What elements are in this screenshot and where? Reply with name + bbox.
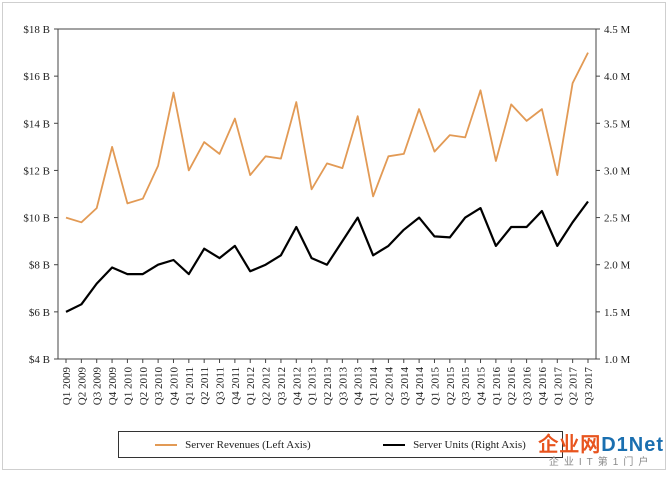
x-tick-label: Q2 2009	[76, 367, 88, 406]
right-tick-label: 2.5 M	[604, 213, 631, 225]
left-tick-label: $18 B	[23, 24, 50, 36]
left-tick-label: $4 B	[29, 354, 50, 366]
x-tick-label: Q4 2009	[107, 367, 119, 406]
x-tick-label: Q2 2011	[199, 367, 211, 405]
x-tick-label: Q4 2012	[291, 367, 303, 405]
right-tick-label: 3.0 M	[604, 165, 631, 177]
line-chart: $4 B $6 B $8 B $10 B $12 B $14 B $16 B $18 B 1.…	[23, 24, 631, 405]
left-tick-label: $6 B	[29, 307, 50, 319]
x-tick-label: Q3 2014	[399, 367, 411, 406]
legend: Server Revenues (Left Axis) Server Units…	[118, 431, 563, 458]
left-tick-label: $8 B	[29, 260, 50, 272]
legend-label-revenue: Server Revenues (Left Axis)	[185, 438, 311, 451]
x-tick-label: Q1 2017	[552, 367, 564, 406]
x-tick-label: Q1 2016	[491, 367, 503, 406]
x-axis-ticks: Q1 2009 Q2 2009 Q3 2009 Q4 2009 Q1 2010 Q2 20…	[61, 359, 595, 405]
right-tick-label: 3.5 M	[604, 118, 631, 130]
watermark-main-right: D1Net	[601, 434, 664, 456]
x-tick-label: Q2 2013	[322, 367, 334, 406]
series-line-units	[65, 200, 589, 313]
x-tick-label: Q4 2011	[230, 367, 242, 405]
right-tick-label: 1.5 M	[604, 307, 631, 319]
x-tick-label: Q1 2009	[61, 367, 73, 406]
x-tick-label: Q3 2009	[92, 367, 104, 406]
left-tick-label: $10 B	[23, 213, 50, 225]
right-tick-label: 2.0 M	[604, 260, 631, 272]
x-tick-label: Q1 2013	[307, 367, 319, 406]
watermark-main-left: 企业网	[538, 434, 602, 456]
watermark-logo: 企业网D1Net 企业IT第1门户	[538, 435, 664, 468]
legend-item-units: Server Units (Right Axis)	[383, 439, 526, 451]
x-tick-label: Q2 2017	[568, 367, 580, 406]
x-tick-label: Q3 2016	[522, 367, 534, 406]
plot-area	[57, 28, 597, 360]
x-tick-label: Q2 2015	[445, 367, 457, 406]
x-tick-label: Q3 2012	[276, 367, 288, 405]
x-tick-label: Q4 2014	[414, 367, 426, 406]
x-tick-label: Q1 2010	[122, 367, 134, 406]
right-tick-label: 1.0 M	[604, 354, 631, 366]
series-lines	[65, 52, 589, 313]
x-tick-label: Q3 2011	[215, 367, 227, 405]
x-tick-label: Q3 2017	[583, 367, 595, 406]
left-tick-label: $16 B	[23, 71, 50, 83]
right-tick-label: 4.0 M	[604, 71, 631, 83]
left-tick-label: $12 B	[23, 165, 50, 177]
left-tick-label: $14 B	[23, 118, 50, 130]
legend-swatch-units	[383, 443, 406, 446]
legend-item-revenue: Server Revenues (Left Axis)	[155, 439, 311, 451]
x-tick-label: Q2 2014	[383, 367, 395, 406]
x-tick-label: Q2 2010	[138, 367, 150, 406]
x-tick-label: Q2 2012	[261, 367, 273, 405]
x-tick-label: Q1 2011	[184, 367, 196, 405]
left-axis-ticks: $4 B $6 B $8 B $10 B $12 B $14 B $16 B $18 B	[23, 24, 58, 366]
legend-swatch-revenue	[155, 443, 178, 446]
x-tick-label: Q3 2013	[337, 367, 349, 406]
right-axis-ticks: 1.0 M 1.5 M 2.0 M 2.5 M 3.0 M 3.5 M 4.0 M 4.5 M	[596, 24, 631, 366]
x-tick-label: Q1 2012	[245, 367, 257, 405]
right-tick-label: 4.5 M	[604, 24, 631, 36]
x-tick-label: Q4 2015	[476, 367, 488, 406]
legend-label-units: Server Units (Right Axis)	[413, 438, 526, 451]
chart-frame: $4 B $6 B $8 B $10 B $12 B $14 B $16 B $18 B 1.…	[2, 2, 666, 470]
x-tick-label: Q3 2010	[153, 367, 165, 406]
series-line-revenue	[65, 52, 589, 224]
watermark-sub: 企业IT第1门户	[548, 457, 654, 468]
x-tick-label: Q2 2016	[506, 367, 518, 406]
plot-border	[57, 28, 597, 360]
x-tick-label: Q4 2010	[168, 367, 180, 406]
x-tick-label: Q1 2015	[429, 367, 441, 406]
x-tick-label: Q4 2013	[353, 367, 365, 406]
x-tick-label: Q4 2016	[537, 367, 549, 406]
x-tick-label: Q1 2014	[368, 367, 380, 406]
x-tick-label: Q3 2015	[460, 367, 472, 406]
